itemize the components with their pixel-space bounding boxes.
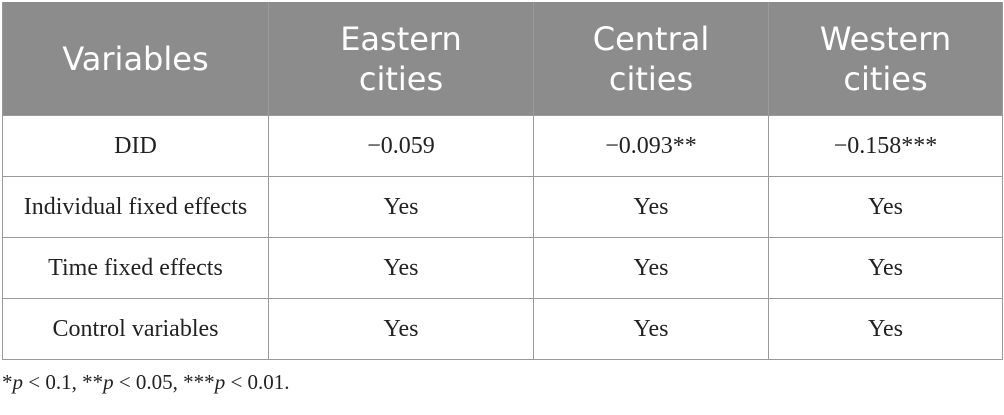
footnote-text: p	[103, 370, 114, 394]
table-cell: Yes	[533, 237, 769, 299]
table-cell: Yes	[768, 176, 1003, 238]
table-row: Control variables Yes Yes Yes	[2, 298, 1003, 360]
header-cell: Variables	[2, 2, 269, 116]
results-table: Variables Eastern cities Central cities Wes…	[2, 2, 1003, 360]
header-cell: Western cities	[768, 2, 1003, 116]
table-cell: −0.059	[268, 115, 534, 177]
table-row: DID −0.059 −0.093** −0.158***	[2, 115, 1003, 177]
header-row: Variables Eastern cities Central cities Wes…	[2, 2, 1003, 116]
row-label: Individual fixed effects	[2, 176, 269, 238]
footnote-text: < 0.01.	[225, 370, 290, 394]
header-text: Eastern cities	[340, 19, 462, 98]
footnote: *p < 0.1, **p < 0.05, ***p < 0.01.	[2, 370, 290, 395]
table-cell: −0.093**	[533, 115, 769, 177]
table-cell: Yes	[768, 298, 1003, 360]
row-label: Time fixed effects	[2, 237, 269, 299]
footnote-text: *	[2, 370, 13, 394]
header-text: Central cities	[592, 19, 710, 98]
table-row: Time fixed effects Yes Yes Yes	[2, 237, 1003, 299]
table-cell: Yes	[268, 298, 534, 360]
table-cell: −0.158***	[768, 115, 1003, 177]
header-text: Western cities	[819, 19, 952, 98]
footnote-text: p	[214, 370, 226, 394]
table-row: Individual fixed effects Yes Yes Yes	[2, 176, 1003, 238]
footnote-text: p	[12, 370, 24, 394]
footnote-text: < 0.1, **	[23, 370, 104, 394]
table-body: DID −0.059 −0.093** −0.158*** Individual fix…	[2, 115, 1003, 360]
row-label: DID	[2, 115, 269, 177]
table-cell: Yes	[268, 237, 534, 299]
table-cell: Yes	[268, 176, 534, 238]
header-cell: Central cities	[533, 2, 769, 116]
table-cell: Yes	[533, 176, 769, 238]
table-cell: Yes	[768, 237, 1003, 299]
footnote-text: < 0.05, ***	[113, 370, 215, 394]
header-text: Variables	[62, 39, 209, 78]
table-cell: Yes	[533, 298, 769, 360]
row-label: Control variables	[2, 298, 269, 360]
header-cell: Eastern cities	[268, 2, 534, 116]
